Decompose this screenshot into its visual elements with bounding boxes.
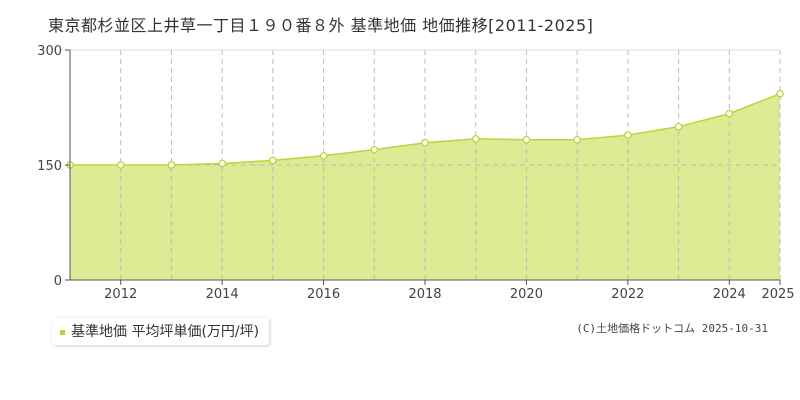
x-tick-label: 2012 bbox=[104, 287, 137, 302]
data-point bbox=[725, 109, 734, 118]
data-point bbox=[421, 138, 429, 147]
copyright: (C)土地価格ドットコム 2025-10-31 bbox=[576, 322, 768, 335]
data-point bbox=[776, 89, 784, 98]
data-point bbox=[573, 135, 581, 144]
data-point bbox=[624, 131, 632, 139]
y-tick-label: 300 bbox=[37, 44, 62, 59]
data-point bbox=[269, 156, 277, 165]
data-point bbox=[370, 145, 379, 154]
data-point bbox=[522, 135, 531, 144]
x-tick-label: 2022 bbox=[611, 287, 644, 302]
legend-label: 基準地価 平均坪単価(万円/坪) bbox=[71, 324, 260, 340]
legend: 基準地価 平均坪単価(万円/坪) bbox=[52, 318, 270, 345]
data-point bbox=[674, 122, 683, 131]
chart-title: 東京都杉並区上井草一丁目１９０番８外 基準地価 地価推移[2011-2025] bbox=[48, 16, 594, 35]
y-tick-label: 0 bbox=[54, 274, 62, 289]
x-tick-label: 2014 bbox=[206, 287, 239, 302]
y-tick-label: 150 bbox=[37, 159, 62, 174]
data-point bbox=[471, 135, 480, 143]
data-point bbox=[167, 161, 176, 169]
data-point bbox=[218, 159, 226, 168]
legend-swatch bbox=[60, 329, 65, 335]
x-tick-label: 2016 bbox=[307, 287, 340, 302]
x-tick-label: 2024 bbox=[713, 287, 746, 302]
x-tick-label: 2018 bbox=[408, 287, 441, 302]
data-point bbox=[319, 151, 328, 160]
data-point bbox=[116, 161, 125, 169]
x-tick-label: 2025 bbox=[761, 287, 794, 302]
x-tick-label: 2020 bbox=[510, 287, 543, 302]
